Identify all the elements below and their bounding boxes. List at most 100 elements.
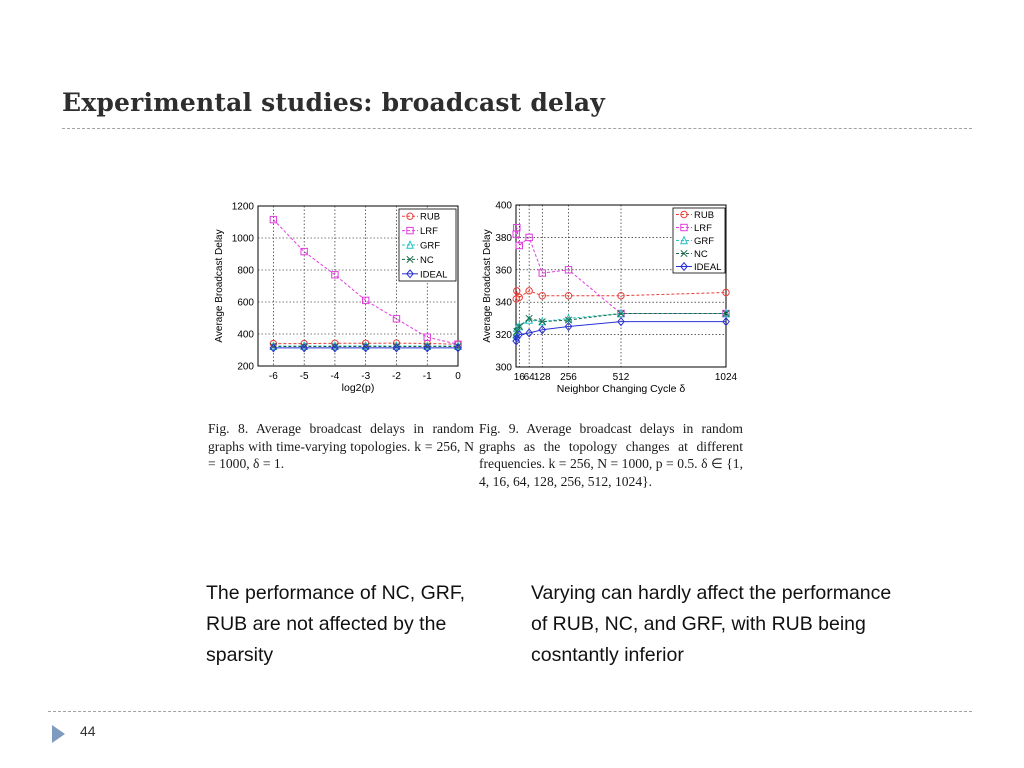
point-rub (525, 287, 533, 295)
point-nc (513, 327, 521, 335)
legend-marker (680, 235, 688, 245)
point-rub (617, 292, 625, 300)
legend-entry: IDEAL (420, 269, 447, 280)
point-ideal (454, 343, 462, 353)
point-nc (564, 316, 573, 324)
x-axis-label: Neighbor Changing Cycle δ (557, 383, 686, 395)
fig8-caption: Fig. 8. Average broadcast delays in rand… (208, 421, 474, 472)
footer-triangle-icon (52, 725, 65, 743)
point-lrf (515, 241, 523, 250)
y-tick-label: 600 (237, 298, 254, 309)
legend-marker (406, 212, 414, 220)
y-tick-label: 400 (495, 201, 512, 212)
chart-fig8: 200 400 600 800 1000 1200 -6 -5 -4 -3 -2 -1 0 log2(p)… (214, 202, 462, 394)
y-axis-label: Average Broadcast Delay (214, 229, 225, 342)
x-tick-label: -4 (330, 371, 339, 382)
point-ideal (617, 317, 625, 327)
point-ideal (564, 321, 573, 332)
point-ideal (361, 343, 370, 353)
slide-title: Experimental studies: broadcast delay (62, 88, 605, 117)
y-tick-label: 360 (495, 265, 512, 276)
y-tick-label: 800 (237, 266, 254, 277)
point-lrf (392, 315, 401, 323)
legend-marker (406, 269, 414, 279)
y-tick-label: 1200 (232, 202, 255, 213)
x-tick-label: -6 (269, 371, 278, 382)
legend-entry: IDEAL (694, 262, 721, 273)
point-lrf (361, 296, 370, 305)
series-line-ideal (515, 321, 726, 342)
point-ideal (722, 317, 730, 327)
y-tick-label: 320 (495, 330, 512, 341)
y-tick-label: 200 (237, 362, 254, 373)
legend-marker (406, 255, 414, 263)
point-nc (538, 318, 546, 326)
point-ideal (512, 333, 521, 343)
point-lrf (300, 247, 308, 256)
point-lrf (513, 223, 521, 232)
legend-marker (680, 210, 688, 219)
point-lrf (423, 333, 431, 341)
x-axis-label: log2(p) (342, 382, 375, 394)
point-rub (538, 292, 546, 300)
point-ideal (392, 343, 401, 353)
point-ideal (300, 343, 309, 353)
point-ideal (331, 343, 339, 353)
series-line-lrf (515, 227, 726, 315)
legend-entry: GRF (420, 241, 440, 252)
x-tick-label: -3 (361, 371, 370, 382)
point-grf (515, 321, 524, 331)
series-line-lrf (273, 219, 459, 345)
footer-divider (48, 711, 972, 712)
legend-entry: LRF (420, 226, 438, 237)
note-right: Varying can hardly affect the performanc… (531, 582, 892, 666)
legend-entry: NC (420, 255, 434, 266)
point-ideal (525, 328, 533, 338)
x-tick-label: 16 (514, 372, 526, 383)
legend-marker (406, 239, 414, 249)
page-number: 44 (80, 723, 96, 739)
point-ideal (538, 325, 547, 335)
point-nc (722, 309, 730, 318)
x-tick-label: -1 (423, 371, 432, 382)
legend-entry: NC (694, 249, 708, 260)
legend-entry: RUB (420, 212, 440, 223)
point-ideal (515, 330, 524, 340)
legend-entry: RUB (694, 210, 714, 221)
point-rub (722, 288, 730, 297)
y-tick-label: 1000 (232, 234, 255, 245)
x-tick-label: 0 (455, 371, 461, 382)
x-tick-label: 64 (524, 372, 536, 383)
point-nc (525, 314, 533, 322)
point-lrf (269, 215, 278, 224)
legend-marker (406, 226, 414, 235)
y-tick-label: 400 (237, 330, 254, 341)
series-line-rub (515, 290, 727, 299)
point-nc (617, 309, 625, 318)
x-tick-label: 1024 (715, 372, 738, 383)
y-axis-label: Average Broadcast Delay (482, 229, 493, 342)
point-lrf (538, 269, 546, 277)
point-rub (515, 293, 523, 302)
point-lrf (331, 271, 339, 279)
note-left: The performance of NC, GRF, RUB are not … (206, 582, 466, 666)
x-tick-label: -5 (300, 371, 309, 382)
legend-entry: LRF (694, 223, 712, 234)
point-lrf (525, 233, 533, 242)
y-tick-label: 300 (495, 363, 512, 374)
point-nc (515, 322, 523, 331)
fig9-caption: Fig. 9. Average broadcast delays in rand… (479, 421, 743, 489)
title-divider (62, 128, 972, 129)
legend-marker (680, 223, 688, 232)
point-lrf (564, 266, 573, 274)
figure-panel: 200 400 600 800 1000 1200 -6 -5 -4 -3 -2 -1 0 log2(p)… (200, 190, 760, 520)
x-tick-label: 512 (613, 372, 630, 383)
point-ideal (269, 343, 278, 353)
point-rub (513, 287, 521, 295)
legend-marker (680, 249, 688, 258)
legend-marker (680, 261, 688, 272)
figure-charts: 200 400 600 800 1000 1200 -6 -5 -4 -3 -2 -1 0 log2(p)… (214, 201, 738, 396)
x-tick-label: 256 (560, 372, 577, 383)
legend-entry: GRF (694, 236, 714, 247)
